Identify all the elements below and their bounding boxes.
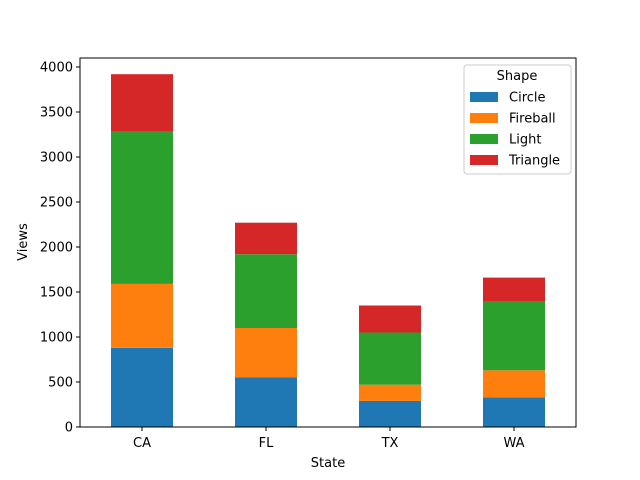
legend-swatch-circle (470, 92, 498, 102)
legend-swatch-triangle (470, 155, 498, 165)
legend-label-light: Light (509, 133, 541, 148)
legend-swatch-fireball (470, 113, 498, 123)
bar-ca-fireball (111, 283, 173, 348)
x-tick-label: TX (381, 436, 399, 451)
bar-wa-triangle (483, 277, 545, 301)
y-tick-label: 2500 (40, 196, 73, 211)
y-tick-label: 3000 (40, 151, 73, 166)
y-tick-label: 1000 (40, 331, 73, 346)
legend-swatch-light (470, 134, 498, 144)
bar-fl-triangle (235, 222, 297, 255)
legend-label-triangle: Triangle (508, 154, 560, 169)
y-tick-label: 500 (48, 376, 73, 391)
bar-fl-light (235, 254, 297, 328)
y-tick-label: 4000 (40, 61, 73, 76)
bar-tx-triangle (359, 305, 421, 333)
bar-tx-fireball (359, 384, 421, 401)
bar-fl-circle (235, 377, 297, 427)
bar-tx-circle (359, 400, 421, 427)
legend-label-fireball: Fireball (509, 112, 556, 127)
bar-fl-fireball (235, 328, 297, 378)
bar-ca-triangle (111, 74, 173, 132)
x-axis-title: State (311, 456, 345, 471)
bar-ca-circle (111, 347, 173, 427)
legend-label-circle: Circle (509, 91, 546, 106)
y-tick-label: 1500 (40, 286, 73, 301)
bar-tx-light (359, 332, 421, 385)
bars-group (111, 74, 545, 427)
bar-wa-circle (483, 397, 545, 427)
legend: Shape Circle Fireball Light Triangle (463, 64, 572, 175)
x-tick-label: CA (133, 436, 151, 451)
legend-title: Shape (497, 69, 538, 84)
y-tick-label: 2000 (40, 241, 73, 256)
bar-wa-fireball (483, 370, 545, 398)
y-axis-title: Views (16, 223, 31, 261)
x-axis: CA FL TX WA (133, 427, 525, 451)
bar-wa-light (483, 301, 545, 371)
y-tick-label: 0 (65, 421, 73, 436)
axes-frame (79, 57, 577, 428)
y-axis: 0 500 1000 1500 2000 2500 3000 3500 4000 (40, 61, 80, 436)
y-tick-label: 3500 (40, 106, 73, 121)
x-tick-label: WA (503, 436, 524, 451)
bar-ca-light (111, 131, 173, 284)
x-tick-label: FL (259, 436, 274, 451)
